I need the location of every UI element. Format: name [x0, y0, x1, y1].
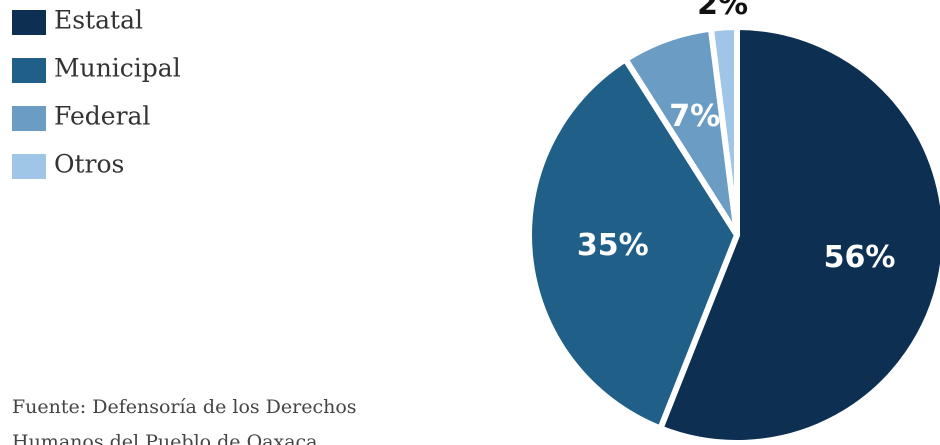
slice-label: 56%	[824, 240, 896, 275]
slice-label: 2%	[697, 0, 748, 22]
legend-swatch	[12, 58, 46, 83]
pie-slice	[657, 24, 940, 445]
legend-label: Estatal	[54, 6, 143, 35]
source-note: Fuente: Defensoría de los Derechos Human…	[12, 396, 357, 445]
legend-label: Municipal	[54, 54, 181, 83]
legend-swatch	[12, 10, 46, 35]
legend-label: Otros	[54, 150, 124, 179]
legend-swatch	[12, 106, 46, 131]
pie-slice	[707, 24, 740, 238]
legend-swatch	[12, 154, 46, 179]
slice-label: 7%	[669, 99, 720, 134]
legend-label: Federal	[54, 102, 150, 131]
slice-label: 35%	[577, 228, 649, 263]
pie-slice	[526, 56, 740, 432]
